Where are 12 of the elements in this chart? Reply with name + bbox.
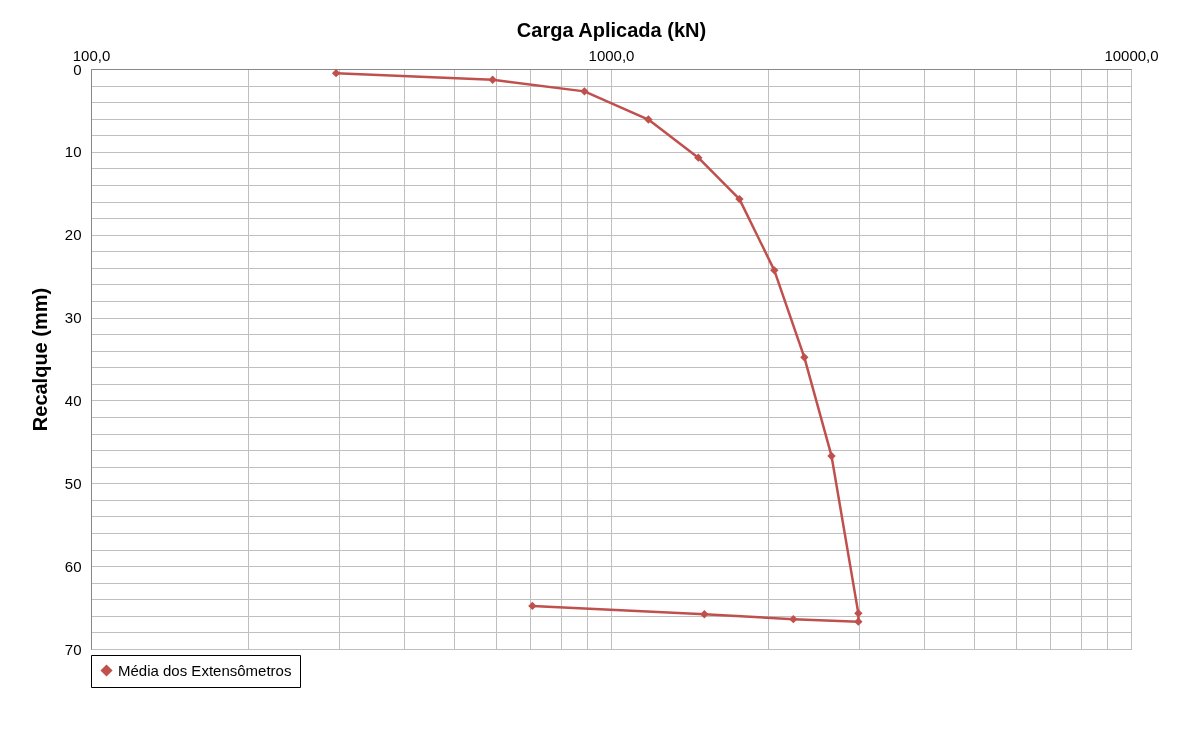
x-axis-title: Carga Aplicada (kN) bbox=[516, 18, 707, 41]
x-tick-label: 1000,0 bbox=[588, 46, 635, 64]
y-tick-label: 30 bbox=[64, 309, 82, 327]
y-tick-label: 40 bbox=[64, 391, 82, 409]
y-tick-label: 50 bbox=[64, 474, 82, 492]
x-tick-label: 10000,0 bbox=[1104, 46, 1159, 64]
y-tick-label: 10 bbox=[64, 143, 82, 161]
y-tick-label: 70 bbox=[64, 640, 82, 658]
y-tick-label: 60 bbox=[64, 557, 82, 575]
y-tick-label: 20 bbox=[64, 226, 82, 244]
y-axis-title: Recalque (mm) bbox=[28, 287, 51, 432]
legend-label: Média dos Extensômetros bbox=[118, 661, 292, 679]
